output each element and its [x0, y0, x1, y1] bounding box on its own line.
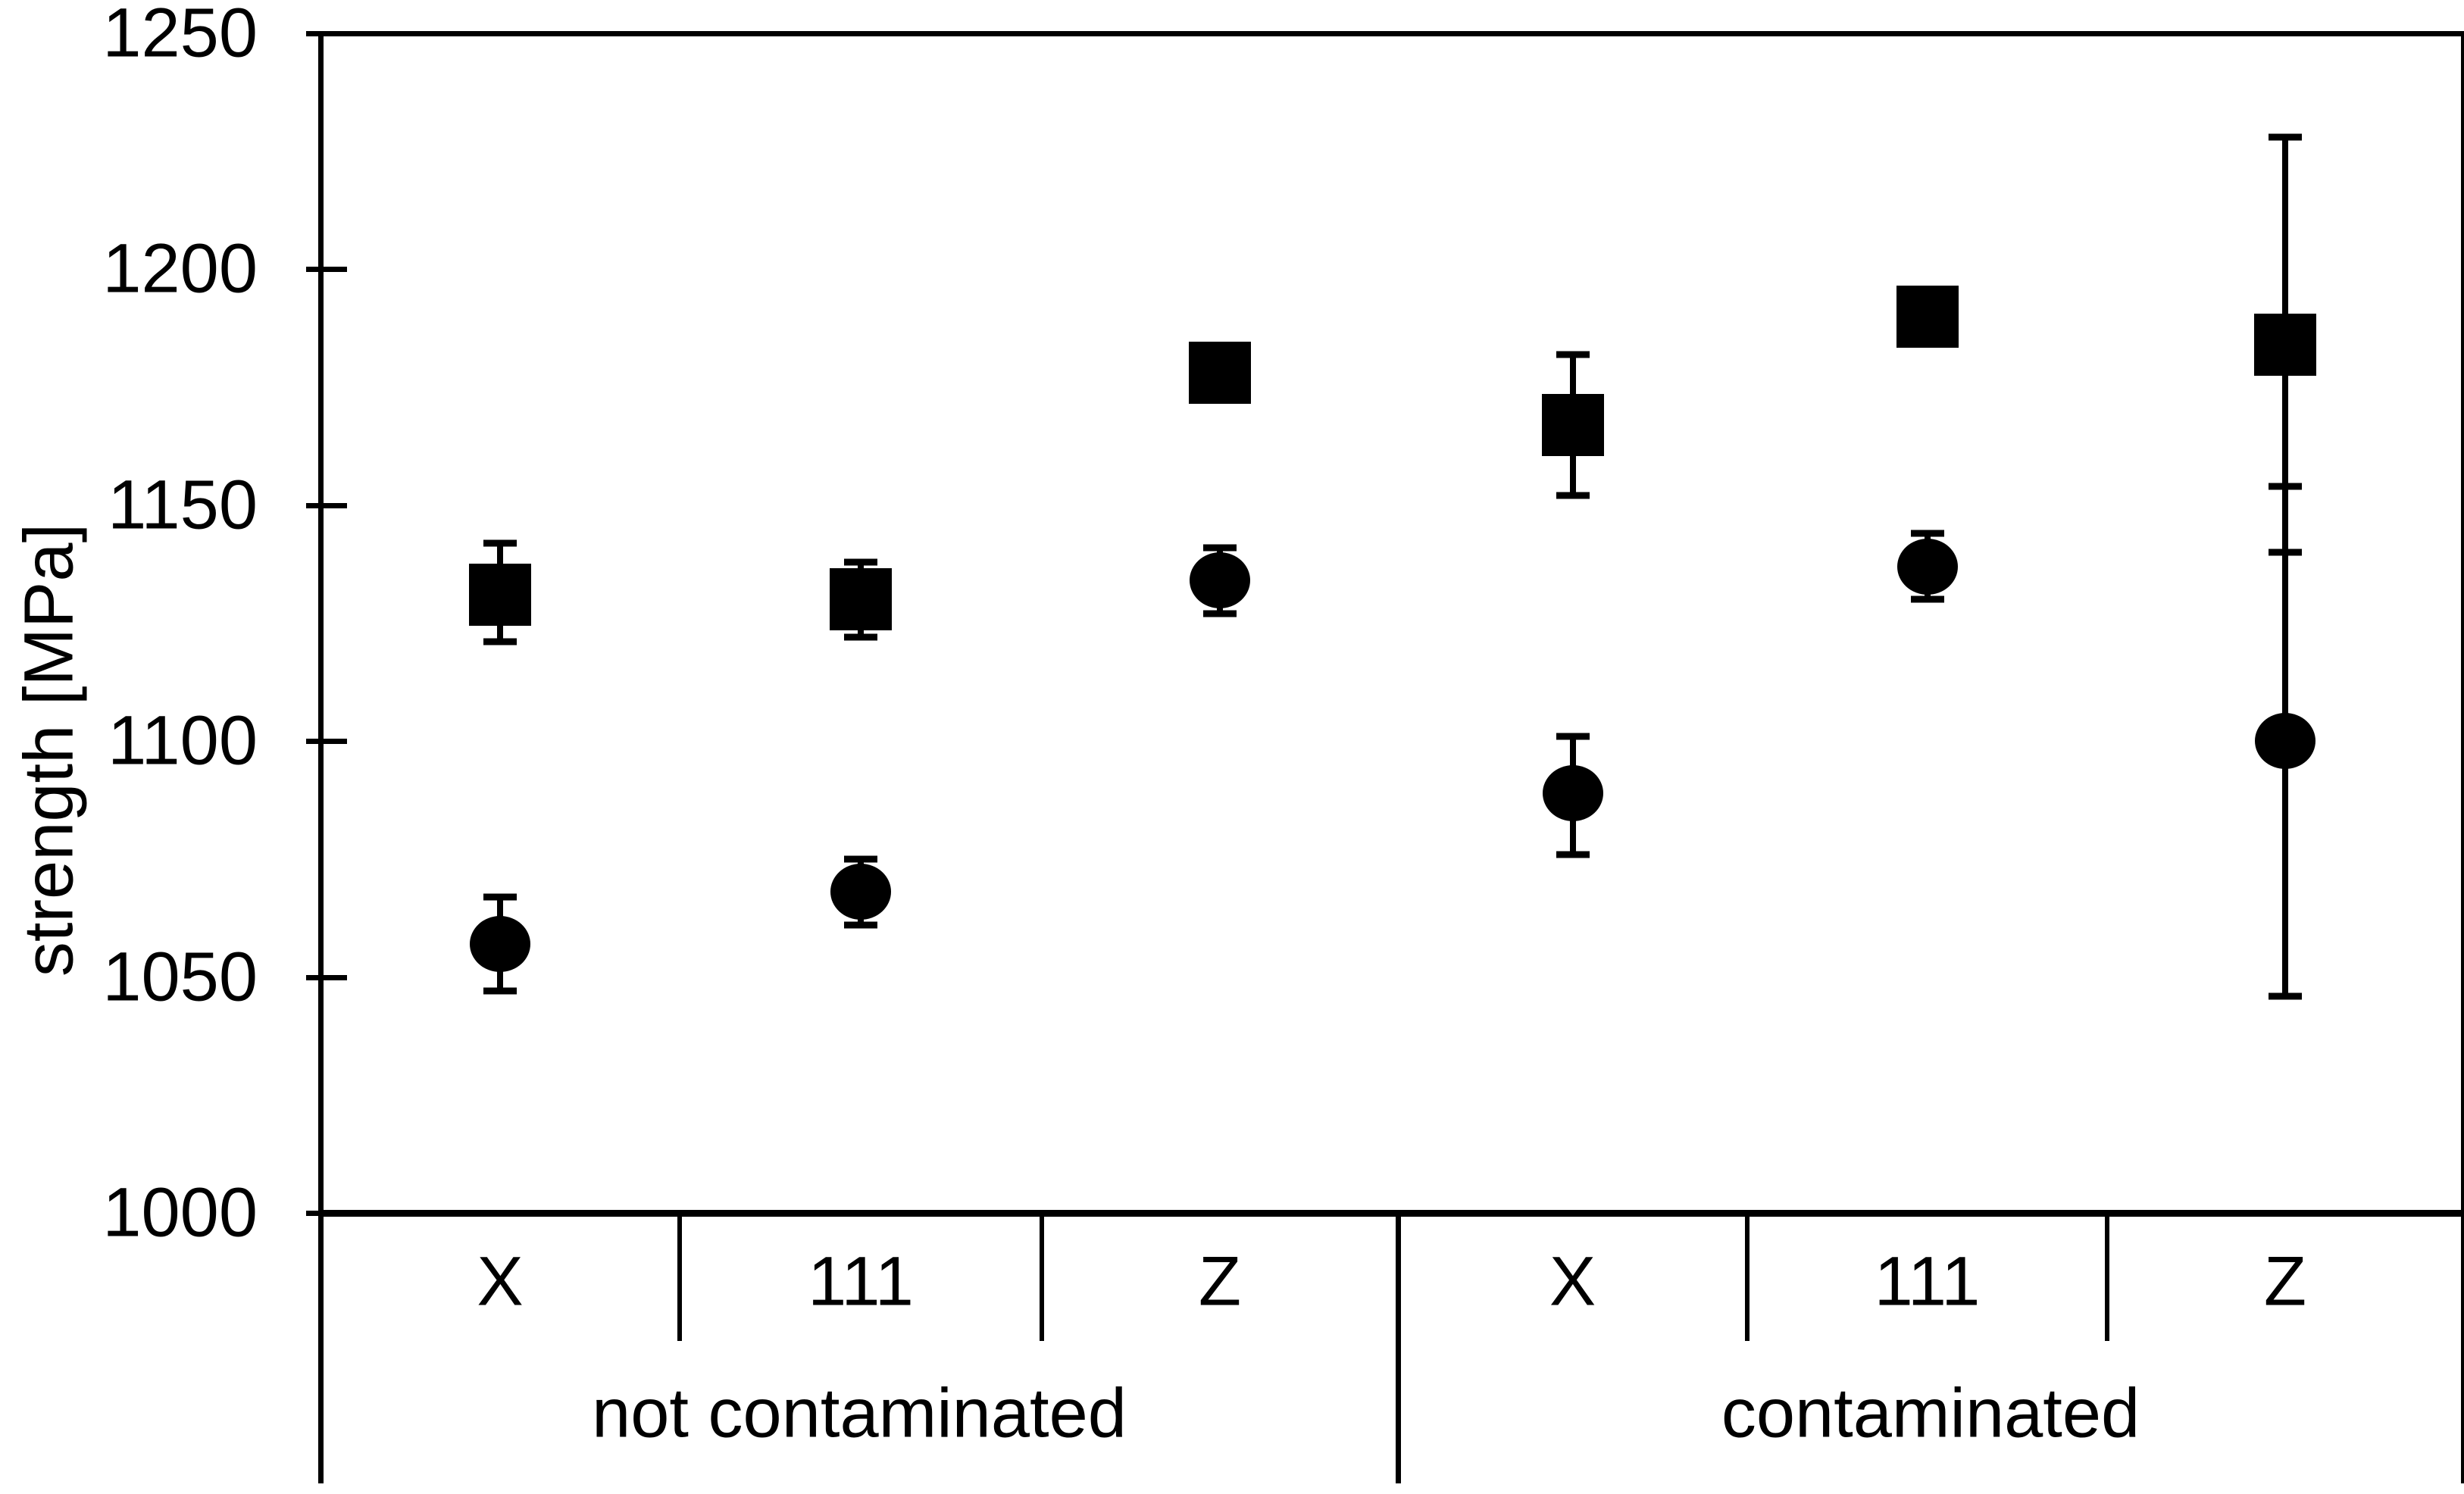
category-separator: [1040, 1213, 1044, 1341]
category-separator: [2105, 1213, 2109, 1341]
category-separator: [1745, 1213, 1750, 1341]
y-tick-label: 1050: [102, 938, 258, 1016]
x-axis-line: [321, 1210, 2463, 1217]
y-tick-label: 1200: [102, 230, 258, 308]
y-tick-label: 1000: [102, 1174, 258, 1252]
y-tick: [306, 31, 347, 36]
error-bar-cap-top: [483, 893, 517, 901]
square-data-marker: [1189, 342, 1251, 405]
x-group-label: not contaminated: [592, 1374, 1127, 1452]
error-bar-cap-top: [483, 539, 517, 547]
y-tick: [306, 1211, 347, 1216]
y-axis-title: strength [MPa]: [10, 523, 88, 977]
y-tick-label: 1250: [102, 0, 258, 72]
error-bar-cap-bottom: [844, 633, 877, 641]
plot-frame-right: [2461, 31, 2464, 1483]
x-category-label: Z: [1198, 1242, 1242, 1321]
x-group-label: contaminated: [1721, 1374, 2140, 1452]
error-bar-cap-bottom: [483, 987, 517, 995]
square-data-marker: [469, 564, 531, 627]
x-category-label: 111: [808, 1242, 914, 1321]
error-bar-cap-bottom: [844, 921, 877, 929]
y-tick-label: 1150: [108, 466, 258, 544]
error-bar-cap-top: [1556, 733, 1590, 740]
error-bar-cap-bottom: [483, 638, 517, 645]
circle-data-marker: [1542, 764, 1603, 821]
circle-data-marker: [2255, 713, 2315, 770]
y-tick: [306, 739, 347, 745]
x-category-label: X: [1549, 1242, 1596, 1321]
group-separator: [1396, 1213, 1401, 1483]
x-category-label: Z: [2263, 1242, 2307, 1321]
circle-data-marker: [1190, 552, 1250, 609]
square-data-marker: [1896, 285, 1959, 348]
plot-frame-top: [321, 31, 2463, 36]
circle-data-marker: [470, 916, 530, 972]
plot-frame-left: [318, 31, 324, 1483]
error-bar-cap-bottom: [1203, 610, 1237, 617]
error-bar-cap-top: [2269, 483, 2302, 490]
square-data-marker: [2254, 314, 2316, 377]
y-tick: [306, 267, 347, 273]
y-tick: [306, 502, 347, 508]
square-data-marker: [830, 568, 892, 631]
error-bar-cap-top: [1556, 351, 1590, 358]
y-tick-label: 1100: [108, 702, 258, 780]
error-bar-cap-top: [2269, 133, 2302, 141]
square-data-marker: [1541, 393, 1604, 456]
error-bar-cap-top: [844, 558, 877, 566]
error-bar-cap-bottom: [1556, 851, 1590, 858]
category-separator: [677, 1213, 682, 1341]
circle-data-marker: [830, 864, 891, 920]
error-bar-cap-bottom: [2269, 992, 2302, 999]
error-bar-cap-top: [844, 855, 877, 863]
error-bar-cap-bottom: [1910, 595, 1944, 603]
error-bar-cap-top: [1203, 544, 1237, 552]
y-tick: [306, 974, 347, 980]
error-bar-cap-top: [1910, 530, 1944, 537]
circle-data-marker: [1896, 538, 1958, 595]
error-bar-cap-bottom: [1556, 492, 1590, 499]
x-category-label: 111: [1874, 1242, 1981, 1321]
x-category-label: X: [477, 1242, 524, 1321]
